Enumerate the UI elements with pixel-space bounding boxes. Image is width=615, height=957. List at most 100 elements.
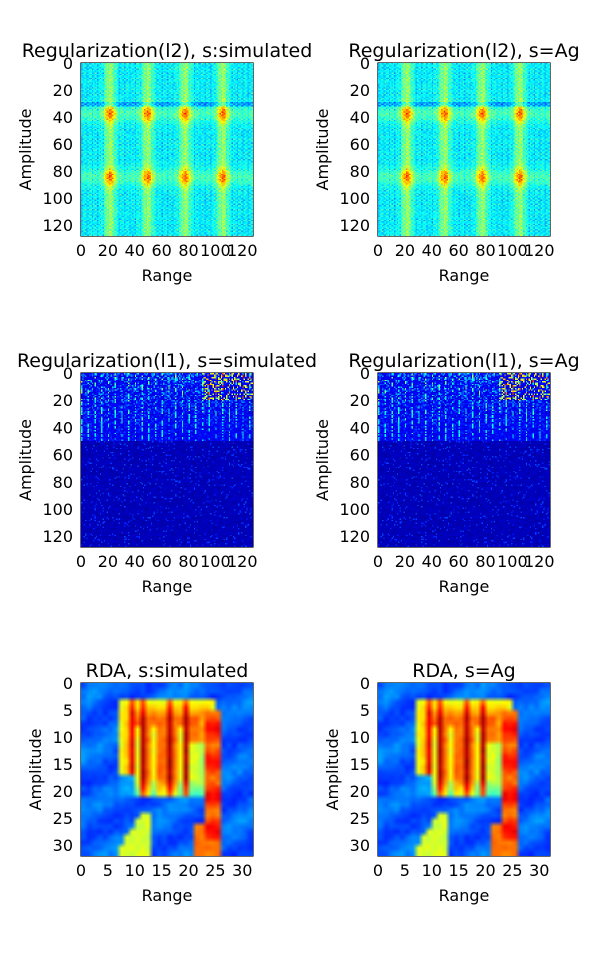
x-tick-label: 5 bbox=[103, 861, 113, 880]
y-tick-label: 10 bbox=[53, 728, 73, 747]
chart-title: Regularization(l2), s=Ag bbox=[348, 40, 579, 62]
y-tick-label: 25 bbox=[350, 809, 370, 828]
x-tick-label: 40 bbox=[422, 552, 442, 571]
y-tick-label: 20 bbox=[350, 81, 370, 100]
x-tick-label: 0 bbox=[373, 241, 383, 260]
chart-title: Regularization(l1), s=Ag bbox=[348, 350, 579, 372]
chart-title: RDA, s=Ag bbox=[412, 660, 515, 682]
x-tick-label: 100 bbox=[200, 241, 231, 260]
y-tick-label: 25 bbox=[53, 809, 73, 828]
y-tick-label: 0 bbox=[63, 364, 73, 383]
x-tick-label: 100 bbox=[497, 552, 528, 571]
y-tick-label: 100 bbox=[339, 189, 370, 208]
y-axis-label: Amplitude bbox=[26, 729, 45, 811]
x-axis-label: Range bbox=[439, 886, 490, 905]
y-tick-label: 80 bbox=[53, 162, 73, 181]
y-tick-label: 20 bbox=[350, 782, 370, 801]
x-tick-label: 40 bbox=[125, 552, 145, 571]
x-tick-label: 20 bbox=[98, 552, 118, 571]
y-tick-label: 0 bbox=[360, 54, 370, 73]
y-tick-label: 10 bbox=[350, 728, 370, 747]
x-tick-label: 60 bbox=[151, 241, 171, 260]
x-tick-label: 60 bbox=[448, 241, 468, 260]
y-tick-label: 80 bbox=[53, 473, 73, 492]
y-tick-label: 0 bbox=[63, 54, 73, 73]
x-tick-label: 30 bbox=[232, 861, 252, 880]
x-tick-label: 15 bbox=[448, 861, 468, 880]
y-tick-label: 60 bbox=[350, 446, 370, 465]
heatmap-image bbox=[378, 373, 550, 547]
x-tick-label: 15 bbox=[151, 861, 171, 880]
y-tick-label: 30 bbox=[350, 836, 370, 855]
chart-title: Regularization(l1), s=simulated bbox=[17, 350, 317, 372]
y-tick-label: 40 bbox=[53, 108, 73, 127]
x-tick-label: 120 bbox=[524, 552, 555, 571]
chart-title: Regularization(l2), s:simulated bbox=[22, 40, 313, 62]
heatmap-image bbox=[378, 683, 550, 856]
y-tick-label: 80 bbox=[350, 473, 370, 492]
y-tick-label: 0 bbox=[360, 364, 370, 383]
y-tick-label: 20 bbox=[350, 391, 370, 410]
x-axis-label: Range bbox=[439, 577, 490, 596]
y-tick-label: 40 bbox=[53, 418, 73, 437]
y-tick-label: 40 bbox=[350, 108, 370, 127]
y-tick-label: 20 bbox=[53, 81, 73, 100]
x-axis-label: Range bbox=[142, 886, 193, 905]
x-tick-label: 80 bbox=[178, 552, 198, 571]
y-tick-label: 120 bbox=[42, 527, 73, 546]
y-axis-label: Amplitude bbox=[313, 419, 332, 501]
y-tick-label: 30 bbox=[53, 836, 73, 855]
x-tick-label: 20 bbox=[395, 241, 415, 260]
y-tick-label: 60 bbox=[53, 135, 73, 154]
y-tick-label: 100 bbox=[339, 500, 370, 519]
x-tick-label: 60 bbox=[151, 552, 171, 571]
y-tick-label: 15 bbox=[53, 755, 73, 774]
x-tick-label: 80 bbox=[178, 241, 198, 260]
y-tick-label: 120 bbox=[339, 216, 370, 235]
x-tick-label: 100 bbox=[200, 552, 231, 571]
x-tick-label: 0 bbox=[76, 552, 86, 571]
x-tick-label: 0 bbox=[373, 861, 383, 880]
x-tick-label: 25 bbox=[205, 861, 225, 880]
y-tick-label: 5 bbox=[63, 701, 73, 720]
x-tick-label: 10 bbox=[422, 861, 442, 880]
y-tick-label: 100 bbox=[42, 500, 73, 519]
x-tick-label: 25 bbox=[502, 861, 522, 880]
x-axis-label: Range bbox=[142, 577, 193, 596]
x-tick-label: 10 bbox=[125, 861, 145, 880]
y-tick-label: 0 bbox=[63, 674, 73, 693]
y-tick-label: 80 bbox=[350, 162, 370, 181]
y-axis-label: Amplitude bbox=[16, 109, 35, 191]
y-tick-label: 0 bbox=[360, 674, 370, 693]
x-tick-label: 80 bbox=[475, 552, 495, 571]
heatmap-image bbox=[81, 373, 253, 547]
x-tick-label: 0 bbox=[373, 552, 383, 571]
x-tick-label: 100 bbox=[497, 241, 528, 260]
y-tick-label: 40 bbox=[350, 418, 370, 437]
y-tick-label: 20 bbox=[53, 391, 73, 410]
x-tick-label: 30 bbox=[529, 861, 549, 880]
y-axis-label: Amplitude bbox=[16, 419, 35, 501]
x-tick-label: 20 bbox=[395, 552, 415, 571]
y-tick-label: 20 bbox=[53, 782, 73, 801]
x-tick-label: 60 bbox=[448, 552, 468, 571]
x-tick-label: 40 bbox=[125, 241, 145, 260]
x-tick-label: 120 bbox=[227, 552, 258, 571]
chart-panel: Regularization(l2), s=Ag0 20 40 60 80 1001200… bbox=[313, 40, 580, 285]
y-tick-label: 120 bbox=[42, 216, 73, 235]
y-axis-label: Amplitude bbox=[313, 109, 332, 191]
x-tick-label: 0 bbox=[76, 861, 86, 880]
x-tick-label: 20 bbox=[178, 861, 198, 880]
chart-panel: RDA, s=Ag0 5 10 15 20 25 30051015202530RangeAm… bbox=[323, 660, 551, 905]
x-tick-label: 5 bbox=[400, 861, 410, 880]
y-tick-label: 100 bbox=[42, 189, 73, 208]
x-tick-label: 20 bbox=[475, 861, 495, 880]
y-tick-label: 15 bbox=[350, 755, 370, 774]
x-tick-label: 0 bbox=[76, 241, 86, 260]
y-axis-label: Amplitude bbox=[323, 729, 342, 811]
y-tick-label: 5 bbox=[360, 701, 370, 720]
x-tick-label: 120 bbox=[524, 241, 555, 260]
